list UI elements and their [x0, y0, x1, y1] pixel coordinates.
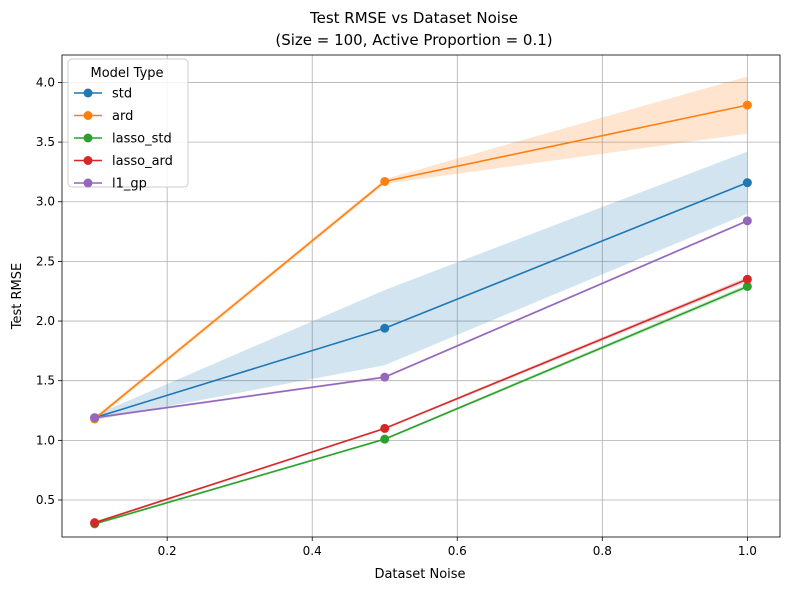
point-lasso_ard [742, 274, 752, 284]
point-l1_gp [380, 372, 390, 382]
point-lasso_ard [90, 518, 100, 528]
point-std [742, 178, 752, 188]
y-tick-label: 4.0 [36, 75, 55, 89]
y-tick-label: 1.5 [36, 374, 55, 388]
legend-marker-lasso_std [83, 133, 93, 143]
legend-label-std: std [112, 87, 132, 102]
band-ard [94, 76, 748, 422]
chart-subtitle: (Size = 100, Active Proportion = 0.1) [275, 31, 552, 49]
y-tick-label: 3.5 [36, 135, 55, 149]
point-lasso_std [742, 281, 752, 291]
legend-label-ard: ard [112, 109, 133, 124]
axis-ticks: 0.2 0.4 0.6 0.8 1.0 0.5 1.0 1.5 2.0 2.5 3.0 3.5 4.0 [36, 75, 757, 558]
legend-marker-l1_gp [83, 178, 93, 188]
legend-marker-lasso_ard [83, 156, 93, 165]
x-tick-label: 0.2 [158, 544, 177, 558]
y-tick-label: 1.0 [36, 433, 55, 447]
legend-title: Model Type [90, 66, 163, 81]
chart-title: Test RMSE vs Dataset Noise [309, 9, 518, 27]
x-tick-label: 0.8 [593, 544, 612, 558]
legend-label-l1_gp: l1_gp [112, 177, 147, 192]
point-ard [380, 176, 390, 186]
x-tick-label: 0.4 [303, 544, 322, 558]
x-tick-label: 0.6 [448, 544, 467, 558]
x-tick-label: 1.0 [738, 544, 757, 558]
y-tick-label: 0.5 [36, 493, 55, 507]
band-std [94, 151, 748, 421]
confidence-bands [94, 76, 748, 526]
plot-frame [61, 54, 781, 538]
series-lines [90, 100, 752, 529]
legend-items: std ard lasso_std lasso_ard l1_gp [74, 87, 173, 192]
legend-marker-ard [83, 111, 93, 120]
point-lasso_std [380, 434, 390, 444]
legend-marker-std [83, 88, 93, 98]
point-std [380, 323, 390, 333]
y-tick-label: 3.0 [36, 195, 55, 209]
y-tick-label: 2.5 [36, 254, 55, 268]
legend-label-lasso_std: lasso_std [112, 132, 172, 147]
point-ard [742, 100, 752, 110]
y-tick-label: 2.0 [36, 314, 55, 328]
legend-label-lasso_ard: lasso_ard [112, 154, 173, 169]
point-lasso_ard [380, 423, 390, 433]
legend-box [67, 58, 189, 188]
y-axis-label: Test RMSE [10, 263, 25, 330]
point-l1_gp [90, 413, 100, 423]
x-axis-label: Dataset Noise [374, 567, 465, 582]
point-l1_gp [742, 216, 752, 226]
legend: Model Type std ard lasso_std lasso_ard l1_gp [67, 58, 189, 192]
